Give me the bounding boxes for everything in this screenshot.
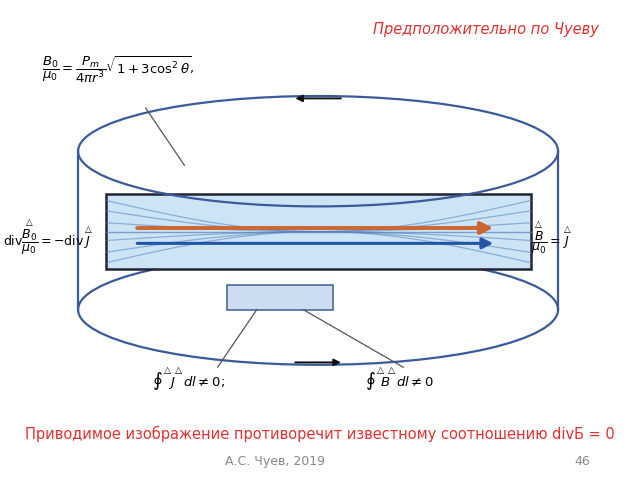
Text: Приводимое изображение противоречит известному соотношению divБ = 0: Приводимое изображение противоречит изве…: [25, 426, 615, 443]
Text: $\oint \overset{\triangle\triangle}{B}dl \neq 0$: $\oint \overset{\triangle\triangle}{B}dl…: [365, 366, 435, 393]
Text: $\mathrm{div}\dfrac{\overset{\triangle}{B_0}}{\mu_0} = {-\mathrm{div}}\overset{\: $\mathrm{div}\dfrac{\overset{\triangle}{…: [3, 218, 93, 257]
Text: Предположительно по Чуеву: Предположительно по Чуеву: [374, 22, 599, 36]
Text: $\dfrac{B_0}{\mu_0} = \dfrac{P_m}{4\pi r^3}\sqrt{1+3\cos^2\theta},$: $\dfrac{B_0}{\mu_0} = \dfrac{P_m}{4\pi r…: [42, 54, 195, 85]
Bar: [227, 285, 333, 310]
Text: 46: 46: [575, 455, 590, 468]
Bar: [106, 194, 531, 269]
Text: $\oint \overset{\triangle\triangle}{J}dl \neq 0;$: $\oint \overset{\triangle\triangle}{J}dl…: [152, 366, 225, 393]
Text: $\dfrac{\overset{\triangle}{B}}{\mu_0} = \overset{\triangle}{J}$: $\dfrac{\overset{\triangle}{B}}{\mu_0} =…: [531, 219, 573, 256]
Text: А.С. Чуев, 2019: А.С. Чуев, 2019: [225, 455, 325, 468]
